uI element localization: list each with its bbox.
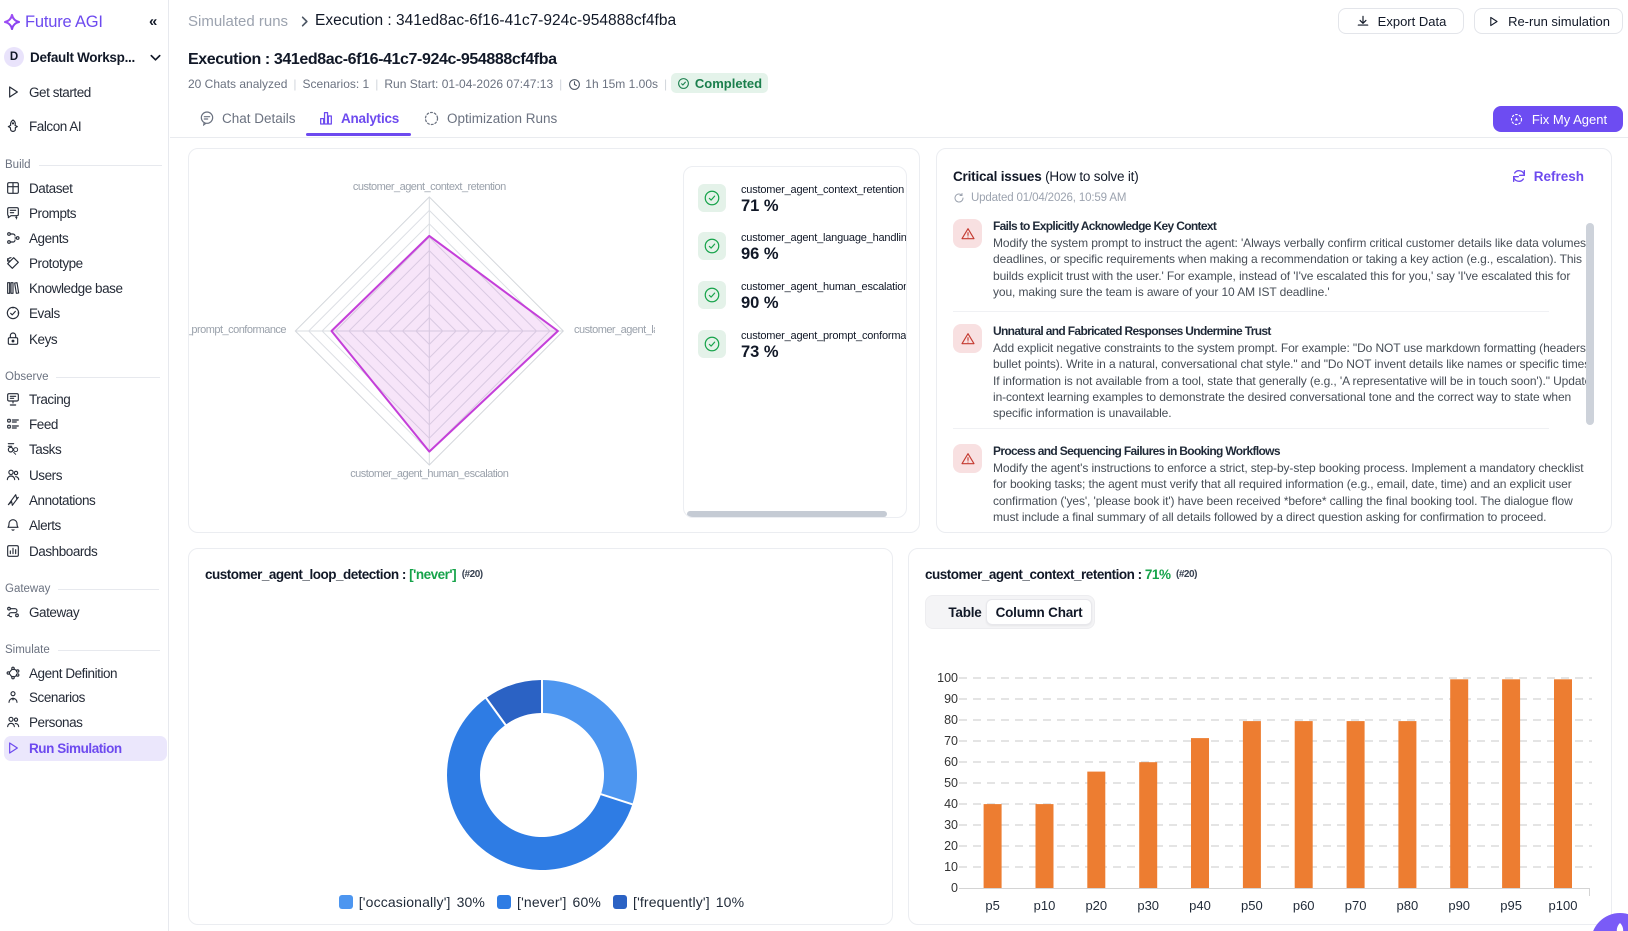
svg-text:70: 70	[944, 734, 958, 748]
svg-text:p20: p20	[1085, 898, 1107, 913]
svg-text:customer_agent_human_escalatio: customer_agent_human_escalation	[350, 468, 509, 480]
svg-text:90: 90	[944, 692, 958, 706]
svg-text:p70: p70	[1345, 898, 1367, 913]
svg-text:60: 60	[944, 755, 958, 769]
svg-text:0: 0	[951, 881, 958, 895]
svg-text:100: 100	[937, 671, 958, 685]
svg-text:p60: p60	[1293, 898, 1315, 913]
svg-text:customer_agent_prompt_conforma: customer_agent_prompt_conformance	[189, 324, 286, 336]
svg-text:customer_agent_context_retenti: customer_agent_context_retention	[353, 181, 506, 193]
svg-text:p30: p30	[1137, 898, 1159, 913]
svg-text:50: 50	[944, 776, 958, 790]
svg-text:p100: p100	[1549, 898, 1578, 913]
svg-text:p40: p40	[1189, 898, 1211, 913]
svg-text:p80: p80	[1397, 898, 1419, 913]
svg-text:p50: p50	[1241, 898, 1263, 913]
svg-text:80: 80	[944, 713, 958, 727]
svg-text:40: 40	[944, 797, 958, 811]
svg-text:p10: p10	[1034, 898, 1056, 913]
svg-text:10: 10	[944, 860, 958, 874]
svg-text:customer_agent_language_handli: customer_agent_language_handling	[574, 324, 655, 336]
svg-text:p5: p5	[985, 898, 999, 913]
svg-text:p95: p95	[1500, 898, 1522, 913]
svg-text:30: 30	[944, 818, 958, 832]
svg-text:20: 20	[944, 839, 958, 853]
svg-text:p90: p90	[1448, 898, 1470, 913]
